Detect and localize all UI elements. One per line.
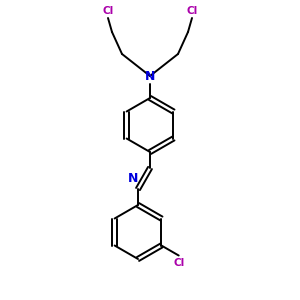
Text: Cl: Cl	[102, 6, 114, 16]
Text: N: N	[145, 70, 155, 83]
Text: N: N	[128, 172, 138, 185]
Text: Cl: Cl	[186, 6, 198, 16]
Text: Cl: Cl	[173, 259, 184, 269]
